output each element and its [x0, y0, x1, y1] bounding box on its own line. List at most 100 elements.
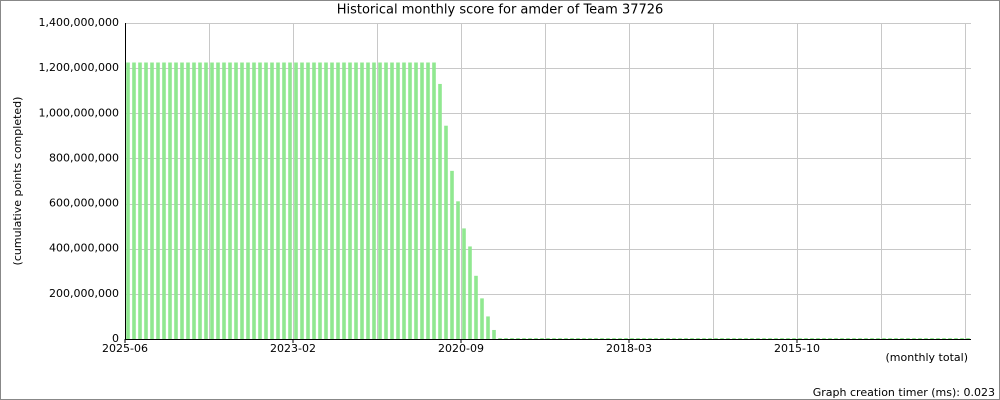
- chart-title: Historical monthly score for amder of Te…: [337, 3, 664, 18]
- bar: [660, 338, 664, 339]
- bar: [618, 338, 622, 339]
- bar: [474, 275, 478, 339]
- bar: [690, 338, 694, 339]
- bar: [648, 338, 652, 339]
- bar: [342, 62, 346, 339]
- bar: [756, 338, 760, 339]
- bar: [486, 316, 490, 339]
- bar: [888, 338, 892, 339]
- bar: [348, 62, 352, 339]
- bar: [306, 62, 310, 339]
- bar: [804, 338, 808, 339]
- bar: [324, 62, 328, 339]
- bar: [210, 62, 214, 339]
- x-tick-label: 2018-03: [606, 342, 652, 355]
- bar: [960, 338, 964, 339]
- bar: [144, 62, 148, 339]
- bar: [948, 338, 952, 339]
- bar: [456, 201, 460, 339]
- y-tick-label: 200,000,000: [49, 287, 119, 300]
- bar: [606, 338, 610, 339]
- bar: [174, 62, 178, 339]
- bar: [372, 62, 376, 339]
- bar: [390, 62, 394, 339]
- bar: [726, 338, 730, 339]
- x-tick-label: 2023-02: [270, 342, 316, 355]
- bar: [132, 62, 136, 339]
- bar: [198, 62, 202, 339]
- x-axis-label: (monthly total): [886, 351, 969, 364]
- bar: [384, 62, 388, 339]
- bar: [564, 338, 568, 339]
- bar: [516, 338, 520, 339]
- bar: [762, 338, 766, 339]
- y-tick-label: 1,000,000,000: [39, 106, 119, 119]
- bar: [300, 62, 304, 339]
- bar: [822, 338, 826, 339]
- bar: [870, 338, 874, 339]
- bar: [918, 338, 922, 339]
- bar: [642, 338, 646, 339]
- bar: [702, 338, 706, 339]
- bar: [240, 62, 244, 339]
- y-tick-label: 0: [112, 332, 119, 345]
- x-tick-label: 2015-10: [774, 342, 820, 355]
- bar: [180, 62, 184, 339]
- bar: [246, 62, 250, 339]
- bar: [570, 338, 574, 339]
- bar: [426, 62, 430, 339]
- bar: [294, 62, 298, 339]
- bar: [540, 338, 544, 339]
- bar: [222, 62, 226, 339]
- bar: [192, 62, 196, 339]
- bar: [840, 338, 844, 339]
- bar: [492, 329, 496, 339]
- bar: [354, 62, 358, 339]
- bar: [510, 338, 514, 339]
- bar: [528, 338, 532, 339]
- bar: [558, 338, 562, 339]
- bar: [318, 62, 322, 339]
- bar: [480, 298, 484, 339]
- bar: [204, 62, 208, 339]
- bar: [504, 338, 508, 339]
- bar: [450, 170, 454, 339]
- bar: [774, 338, 778, 339]
- bar: [228, 62, 232, 339]
- bar: [708, 338, 712, 339]
- bar: [936, 338, 940, 339]
- y-tick-label: 400,000,000: [49, 242, 119, 255]
- bar: [744, 338, 748, 339]
- bar: [768, 338, 772, 339]
- bar: [234, 62, 238, 339]
- bar: [498, 338, 502, 339]
- bar: [828, 338, 832, 339]
- bar: [276, 62, 280, 339]
- bar: [576, 338, 580, 339]
- bar: [126, 62, 130, 339]
- x-tick-label: 2020-09: [438, 342, 484, 355]
- bar: [396, 62, 400, 339]
- bar: [588, 338, 592, 339]
- y-tick-label: 1,400,000,000: [39, 16, 119, 29]
- bar: [678, 338, 682, 339]
- bar: [810, 338, 814, 339]
- bar: [138, 62, 142, 339]
- y-axis-label: (cumulative points completed): [11, 97, 24, 266]
- bar: [720, 338, 724, 339]
- bar: [792, 338, 796, 339]
- bar: [330, 62, 334, 339]
- bar: [258, 62, 262, 339]
- bar: [162, 62, 166, 339]
- bar: [168, 62, 172, 339]
- bar: [264, 62, 268, 339]
- bar: [594, 338, 598, 339]
- bar: [864, 338, 868, 339]
- bar: [684, 338, 688, 339]
- y-tick-label: 600,000,000: [49, 197, 119, 210]
- bar: [738, 338, 742, 339]
- bar: [672, 338, 676, 339]
- bar: [954, 338, 958, 339]
- bar: [636, 338, 640, 339]
